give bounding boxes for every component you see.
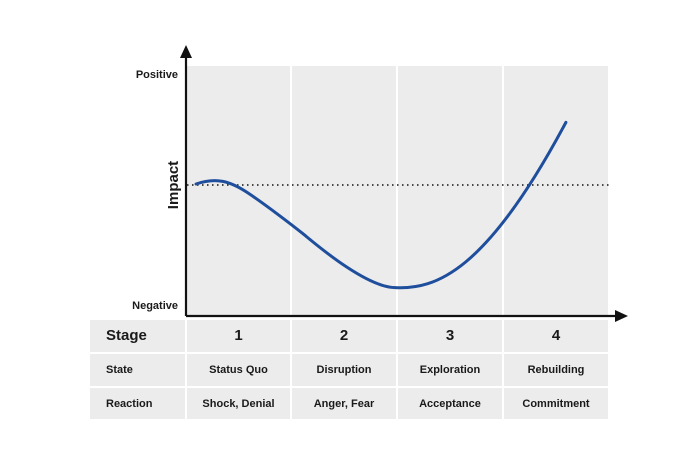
table-cell: Acceptance (419, 398, 481, 410)
table-label-cell-bg (90, 388, 185, 419)
stage-panel-2 (292, 66, 396, 316)
table-cell-bg (292, 320, 396, 352)
table-cell-bg (398, 388, 502, 419)
stage-panel-4 (504, 66, 608, 316)
table-cell-bg (292, 354, 396, 386)
table-label-cell-bg (90, 320, 185, 352)
table-cell-bg (504, 354, 608, 386)
table-cell-bg (504, 388, 608, 419)
table-row-label-reaction: Reaction (106, 398, 153, 410)
y-axis-title: Impact (165, 161, 182, 209)
table-row-label-state: State (106, 364, 133, 376)
table-cell: Exploration (420, 364, 481, 376)
table-cell-bg (187, 388, 290, 419)
stage-panels (187, 66, 608, 316)
stage-number-3: 3 (446, 327, 454, 344)
table-label-cell-bg (90, 354, 185, 386)
stage-panel-1 (187, 66, 290, 316)
table-background (90, 320, 608, 419)
stage-header-label: Stage (106, 327, 147, 344)
table-cell-bg (187, 354, 290, 386)
stage-table: Stage 1 2 3 4 State Status Quo Disruption Explo… (106, 327, 590, 410)
table-cell: Anger, Fear (314, 398, 375, 410)
table-cell-bg (398, 354, 502, 386)
table-cell-bg (398, 320, 502, 352)
table-cell: Status Quo (209, 364, 268, 376)
x-axis-arrowhead (615, 310, 628, 322)
y-top-label: Positive (136, 69, 178, 81)
table-cell: Commitment (522, 398, 590, 410)
table-cell: Shock, Denial (202, 398, 274, 410)
stage-number-4: 4 (552, 327, 561, 344)
table-cell-bg (292, 388, 396, 419)
table-cell-bg (187, 320, 290, 352)
y-bottom-label: Negative (132, 300, 178, 312)
impact-curve (194, 120, 568, 290)
stage-number-2: 2 (340, 327, 348, 344)
table-cell-bg (504, 320, 608, 352)
stage-panel-3 (398, 66, 502, 316)
table-cell: Rebuilding (528, 364, 585, 376)
table-cell: Disruption (317, 364, 372, 376)
y-axis-arrowhead (180, 45, 192, 58)
stage-number-1: 1 (234, 327, 242, 344)
